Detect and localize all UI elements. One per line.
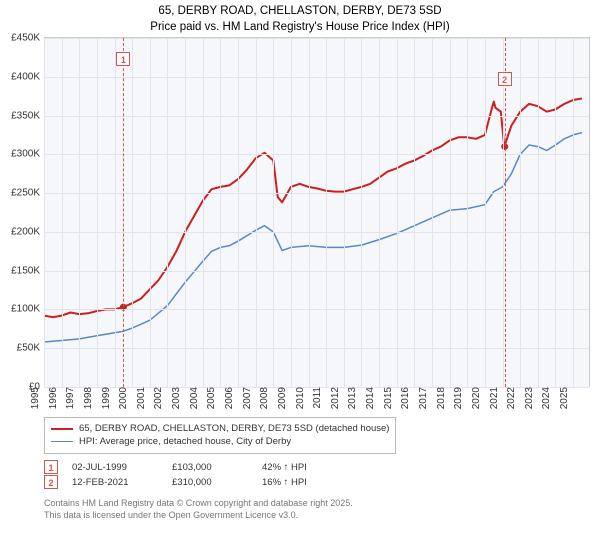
chart-area: £0£50K£100K£150K£200K£250K£300K£350K£400… <box>44 37 590 413</box>
credit-block: Contains HM Land Registry data © Crown c… <box>44 498 590 521</box>
y-gridline <box>44 271 589 272</box>
legend-label-hpi: HPI: Average price, detached house, City… <box>79 435 291 448</box>
event-row-1: 1 02-JUL-1999 £103,000 42% ↑ HPI <box>44 460 590 475</box>
x-gridline <box>344 38 345 387</box>
x-tick-label: 2025 <box>559 387 587 409</box>
x-gridline <box>485 38 486 387</box>
event-price-2: £310,000 <box>172 475 262 490</box>
line-svg <box>44 38 589 387</box>
footer: 65, DERBY ROAD, CHELLASTON, DERBY, DE73 … <box>44 417 590 521</box>
x-gridline <box>167 38 168 387</box>
event-label-box: 1 <box>116 52 130 66</box>
title-line-1: 65, DERBY ROAD, CHELLASTON, DERBY, DE73 … <box>0 4 600 20</box>
x-gridline <box>185 38 186 387</box>
x-gridline <box>256 38 257 387</box>
x-gridline <box>450 38 451 387</box>
event-price-1: £103,000 <box>172 460 262 475</box>
y-tick-label: £100K <box>0 304 40 315</box>
x-gridline <box>220 38 221 387</box>
legend-swatch-price <box>51 428 73 430</box>
event-pct-1: 42% ↑ HPI <box>262 460 352 475</box>
x-gridline <box>115 38 116 387</box>
x-gridline <box>238 38 239 387</box>
y-tick-label: £300K <box>0 149 40 160</box>
legend-row-hpi: HPI: Average price, detached house, City… <box>51 435 389 448</box>
y-tick-label: £450K <box>0 33 40 44</box>
x-gridline <box>573 38 574 387</box>
x-gridline <box>555 38 556 387</box>
title-line-2: Price paid vs. HM Land Registry's House … <box>0 20 600 36</box>
x-gridline <box>467 38 468 387</box>
x-gridline <box>309 38 310 387</box>
event-label-box: 2 <box>498 72 512 86</box>
y-gridline <box>44 154 589 155</box>
y-gridline <box>44 193 589 194</box>
x-gridline <box>538 38 539 387</box>
event-marker-1: 1 <box>44 460 58 474</box>
x-gridline <box>291 38 292 387</box>
x-gridline <box>203 38 204 387</box>
y-tick-label: £400K <box>0 71 40 82</box>
plot-region: £0£50K£100K£150K£200K£250K£300K£350K£400… <box>44 37 590 387</box>
x-gridline <box>132 38 133 387</box>
x-gridline <box>520 38 521 387</box>
event-date-1: 02-JUL-1999 <box>72 460 172 475</box>
event-row-2: 2 12-FEB-2021 £310,000 16% ↑ HPI <box>44 475 590 490</box>
x-gridline <box>62 38 63 387</box>
x-gridline <box>44 38 45 387</box>
y-gridline <box>44 232 589 233</box>
legend-label-price: 65, DERBY ROAD, CHELLASTON, DERBY, DE73 … <box>79 422 389 435</box>
credit-line-2: This data is licensed under the Open Gov… <box>44 510 590 522</box>
x-gridline <box>326 38 327 387</box>
event-date-2: 12-FEB-2021 <box>72 475 172 490</box>
x-gridline <box>97 38 98 387</box>
x-gridline <box>432 38 433 387</box>
chart-title: 65, DERBY ROAD, CHELLASTON, DERBY, DE73 … <box>0 0 600 37</box>
y-tick-label: £150K <box>0 265 40 276</box>
x-gridline <box>379 38 380 387</box>
event-line <box>505 38 506 387</box>
y-tick-label: £200K <box>0 226 40 237</box>
x-axis: 1995199619971998199920002001200220032004… <box>44 387 590 413</box>
y-tick-label: £50K <box>0 343 40 354</box>
legend-box: 65, DERBY ROAD, CHELLASTON, DERBY, DE73 … <box>44 417 396 454</box>
y-tick-label: £250K <box>0 188 40 199</box>
y-gridline <box>44 309 589 310</box>
event-marker-2: 2 <box>44 475 58 489</box>
event-line <box>123 38 124 387</box>
y-gridline <box>44 116 589 117</box>
x-gridline <box>79 38 80 387</box>
x-gridline <box>273 38 274 387</box>
x-gridline <box>150 38 151 387</box>
legend-row-price: 65, DERBY ROAD, CHELLASTON, DERBY, DE73 … <box>51 422 389 435</box>
y-tick-label: £350K <box>0 110 40 121</box>
event-table: 1 02-JUL-1999 £103,000 42% ↑ HPI 2 12-FE… <box>44 460 590 490</box>
credit-line-1: Contains HM Land Registry data © Crown c… <box>44 498 590 510</box>
y-gridline <box>44 348 589 349</box>
x-gridline <box>397 38 398 387</box>
x-gridline <box>414 38 415 387</box>
y-gridline <box>44 38 589 39</box>
x-gridline <box>361 38 362 387</box>
x-gridline <box>503 38 504 387</box>
legend-swatch-hpi <box>51 441 73 442</box>
series-line-price_paid <box>44 99 582 318</box>
event-pct-2: 16% ↑ HPI <box>262 475 352 490</box>
